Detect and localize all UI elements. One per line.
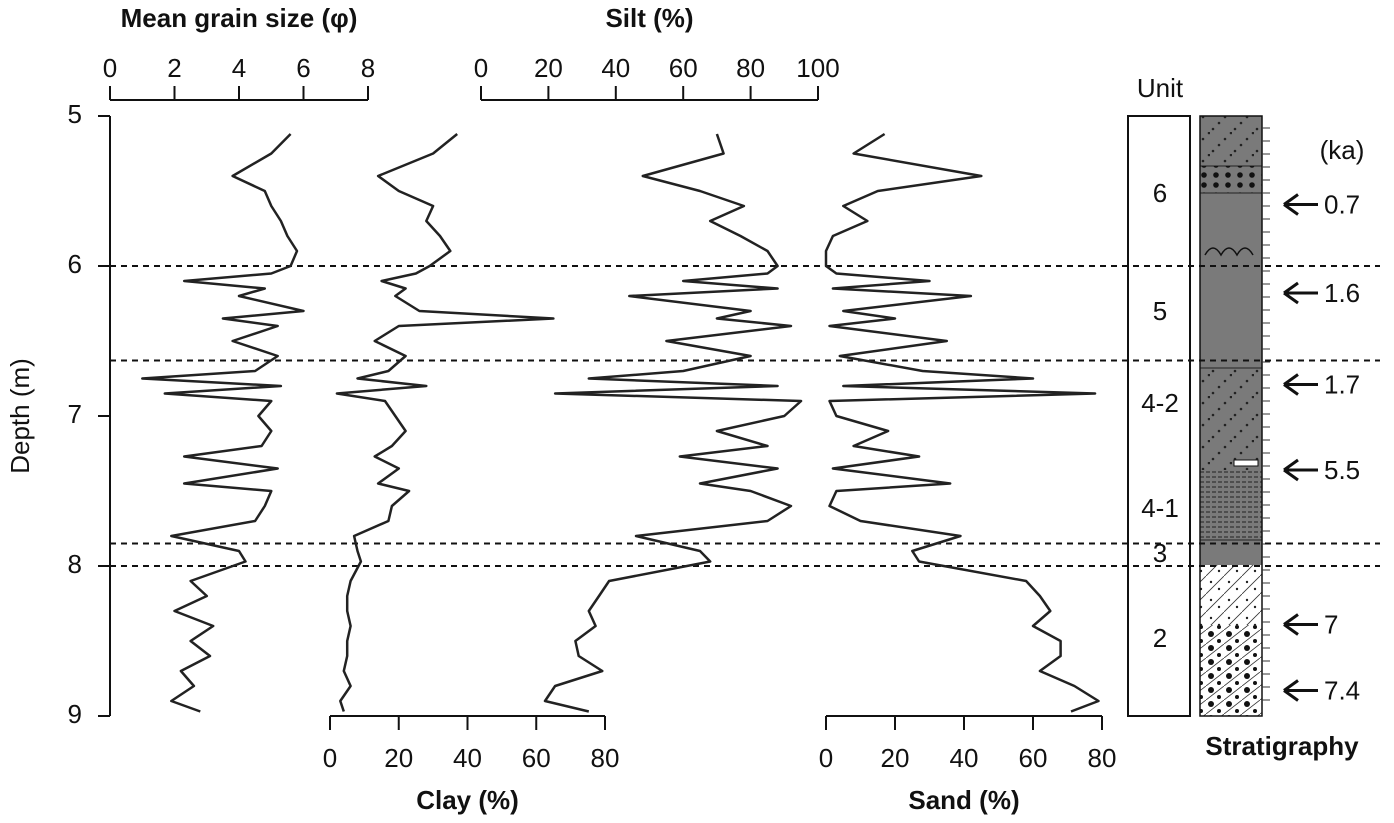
x-axis-title: Silt (%) (605, 3, 693, 33)
x-tick-label: 40 (950, 743, 979, 773)
x-tick-label: 0 (103, 53, 117, 83)
x-tick-label: 60 (522, 743, 551, 773)
profile-line (335, 133, 555, 712)
unit-label: 3 (1153, 538, 1167, 568)
x-tick-label: 20 (534, 53, 563, 83)
unit-label: 2 (1153, 623, 1167, 653)
date-age: 1.6 (1324, 278, 1360, 308)
x-tick-label: 80 (1088, 743, 1117, 773)
x-tick-label: 60 (669, 53, 698, 83)
age-header: (ka) (1320, 135, 1365, 165)
date-arrow (1283, 193, 1318, 216)
y-tick-label: 5 (68, 99, 82, 129)
unit-label: 6 (1153, 178, 1167, 208)
strat-column (1127, 115, 1270, 717)
x-tick-label: 4 (232, 53, 246, 83)
x-tick-label: 40 (453, 743, 482, 773)
y-tick-label: 8 (68, 549, 82, 579)
date-age: 1.7 (1324, 369, 1360, 399)
y-axis-title: Depth (m) (5, 358, 35, 474)
x-tick-label: 8 (361, 53, 375, 83)
x-axis-title: Clay (%) (416, 785, 519, 815)
date-age: 5.5 (1324, 455, 1360, 485)
date-arrow (1283, 373, 1318, 396)
x-tick-label: 0 (819, 743, 833, 773)
x-tick-label: 60 (1019, 743, 1048, 773)
unit-label: 5 (1153, 296, 1167, 326)
date-arrow (1283, 281, 1318, 305)
x-tick-label: 0 (474, 53, 488, 83)
y-tick-label: 9 (68, 699, 82, 729)
x-tick-label: 6 (296, 53, 310, 83)
x-axis-title: Sand (%) (908, 785, 1019, 815)
x-axis-title: Mean grain size (φ) (121, 3, 358, 33)
date-age: 7.4 (1324, 675, 1360, 705)
date-age: 7 (1324, 609, 1338, 639)
profile-line (141, 133, 305, 713)
date-arrow (1283, 613, 1318, 636)
y-tick-label: 7 (68, 399, 82, 429)
strat-title: Stratigraphy (1205, 731, 1359, 761)
x-tick-label: 100 (796, 53, 839, 83)
x-tick-label: 20 (384, 743, 413, 773)
x-tick-label: 2 (167, 53, 181, 83)
unit-label: 4-2 (1141, 388, 1179, 418)
x-tick-label: 20 (881, 743, 910, 773)
x-tick-label: 80 (736, 53, 765, 83)
unit-header: Unit (1137, 73, 1184, 103)
profile-line (543, 133, 803, 713)
y-tick-label: 6 (68, 249, 82, 279)
date-arrow (1283, 458, 1318, 482)
unit-label: 4-1 (1141, 493, 1179, 523)
x-tick-label: 80 (591, 743, 620, 773)
x-tick-label: 40 (601, 53, 630, 83)
x-tick-label: 0 (323, 743, 337, 773)
profile-line (824, 132, 1100, 713)
date-arrow (1283, 679, 1318, 702)
date-age: 0.7 (1324, 189, 1360, 219)
